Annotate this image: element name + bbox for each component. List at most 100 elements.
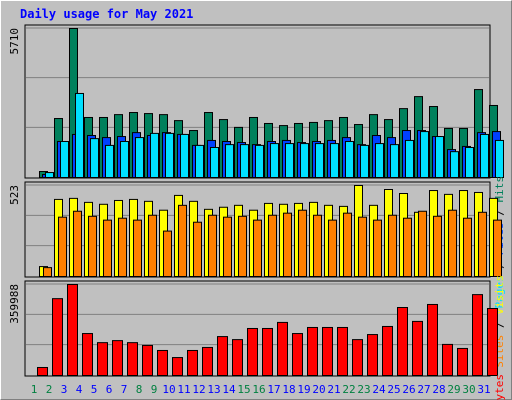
bar bbox=[277, 321, 288, 376]
bar bbox=[337, 326, 348, 376]
bar bbox=[193, 221, 202, 278]
bar bbox=[382, 325, 393, 376]
bar bbox=[268, 214, 277, 277]
bar bbox=[403, 217, 412, 278]
legend-entry: KBytes bbox=[493, 374, 506, 400]
x-tick-label: 7 bbox=[121, 383, 128, 396]
bar bbox=[247, 327, 258, 377]
bar bbox=[478, 211, 487, 277]
x-tick-label: 28 bbox=[432, 383, 445, 396]
bar bbox=[300, 143, 309, 178]
x-tick-label: 26 bbox=[402, 383, 415, 396]
bar bbox=[58, 216, 67, 277]
x-tick-label: 10 bbox=[162, 383, 175, 396]
bar bbox=[495, 139, 504, 178]
x-tick-label: 6 bbox=[106, 383, 113, 396]
bar bbox=[433, 215, 442, 277]
bar bbox=[330, 143, 339, 178]
legend-entry: Visits bbox=[493, 275, 506, 315]
bar bbox=[292, 333, 303, 376]
x-tick-label: 22 bbox=[342, 383, 355, 396]
bar bbox=[442, 343, 453, 376]
bar bbox=[427, 303, 438, 376]
bar bbox=[322, 326, 333, 376]
y-tick-label: 5710 bbox=[8, 28, 21, 55]
bar bbox=[172, 357, 183, 377]
bar bbox=[105, 144, 114, 178]
bar bbox=[163, 230, 172, 278]
x-tick-label: 24 bbox=[372, 383, 386, 396]
bar bbox=[133, 219, 142, 278]
bar bbox=[420, 131, 429, 179]
bar bbox=[463, 217, 472, 278]
bar bbox=[285, 143, 294, 178]
bar bbox=[75, 92, 84, 178]
x-tick-label: 3 bbox=[61, 383, 68, 396]
x-tick-label: 18 bbox=[282, 383, 295, 396]
bar bbox=[187, 349, 198, 376]
bar bbox=[360, 144, 369, 178]
bar bbox=[270, 143, 279, 178]
bar bbox=[390, 144, 399, 178]
bar bbox=[480, 133, 489, 178]
bar bbox=[435, 136, 444, 178]
bar bbox=[148, 214, 157, 277]
bar bbox=[262, 327, 273, 377]
bar bbox=[343, 212, 352, 277]
bar bbox=[373, 219, 382, 278]
x-tick-label: 1 bbox=[31, 383, 38, 396]
x-tick-label: 12 bbox=[192, 383, 205, 396]
bar bbox=[255, 144, 264, 178]
bar bbox=[43, 267, 52, 277]
bar bbox=[97, 342, 108, 376]
bar bbox=[298, 209, 307, 277]
bar bbox=[60, 140, 69, 178]
x-tick-label: 8 bbox=[136, 383, 143, 396]
bar bbox=[472, 294, 483, 377]
x-tick-label: 13 bbox=[207, 383, 220, 396]
x-tick-label: 31 bbox=[477, 383, 490, 396]
legend-text: KBytes bbox=[493, 374, 506, 400]
bar bbox=[217, 336, 228, 376]
bar bbox=[165, 132, 174, 178]
bar bbox=[232, 339, 243, 377]
bar bbox=[208, 214, 217, 277]
x-tick-label: 9 bbox=[151, 383, 158, 396]
x-tick-label: 23 bbox=[357, 383, 370, 396]
x-tick-label: 27 bbox=[417, 383, 430, 396]
bar bbox=[103, 219, 112, 278]
bar bbox=[388, 214, 397, 277]
x-tick-label: 11 bbox=[177, 383, 190, 396]
bar bbox=[90, 138, 99, 179]
bar bbox=[142, 344, 153, 376]
bar bbox=[73, 210, 82, 277]
bar bbox=[238, 215, 247, 277]
bar bbox=[225, 144, 234, 178]
bar bbox=[397, 307, 408, 377]
bar bbox=[352, 339, 363, 377]
bar bbox=[358, 216, 367, 277]
x-tick-label: 4 bbox=[76, 383, 83, 396]
bar bbox=[315, 143, 324, 178]
bar bbox=[412, 320, 423, 376]
bar bbox=[37, 366, 48, 376]
bar bbox=[465, 146, 474, 178]
x-tick-label: 20 bbox=[312, 383, 325, 396]
legend-entry: Hits bbox=[493, 176, 506, 203]
bar bbox=[240, 144, 249, 178]
x-tick-label: 21 bbox=[327, 383, 340, 396]
bar bbox=[450, 151, 459, 179]
y-tick-label: 523 bbox=[8, 185, 21, 205]
chart-title: Daily usage for May 2021 bbox=[20, 7, 193, 21]
bar bbox=[283, 212, 292, 277]
x-tick-label: 17 bbox=[267, 383, 280, 396]
bar bbox=[375, 143, 384, 178]
bar bbox=[88, 215, 97, 277]
bar bbox=[180, 133, 189, 178]
bar bbox=[178, 204, 187, 278]
bar bbox=[202, 346, 213, 377]
bar bbox=[120, 140, 129, 178]
bar bbox=[150, 132, 159, 178]
bar bbox=[67, 284, 78, 376]
x-tick-label: 16 bbox=[252, 383, 265, 396]
